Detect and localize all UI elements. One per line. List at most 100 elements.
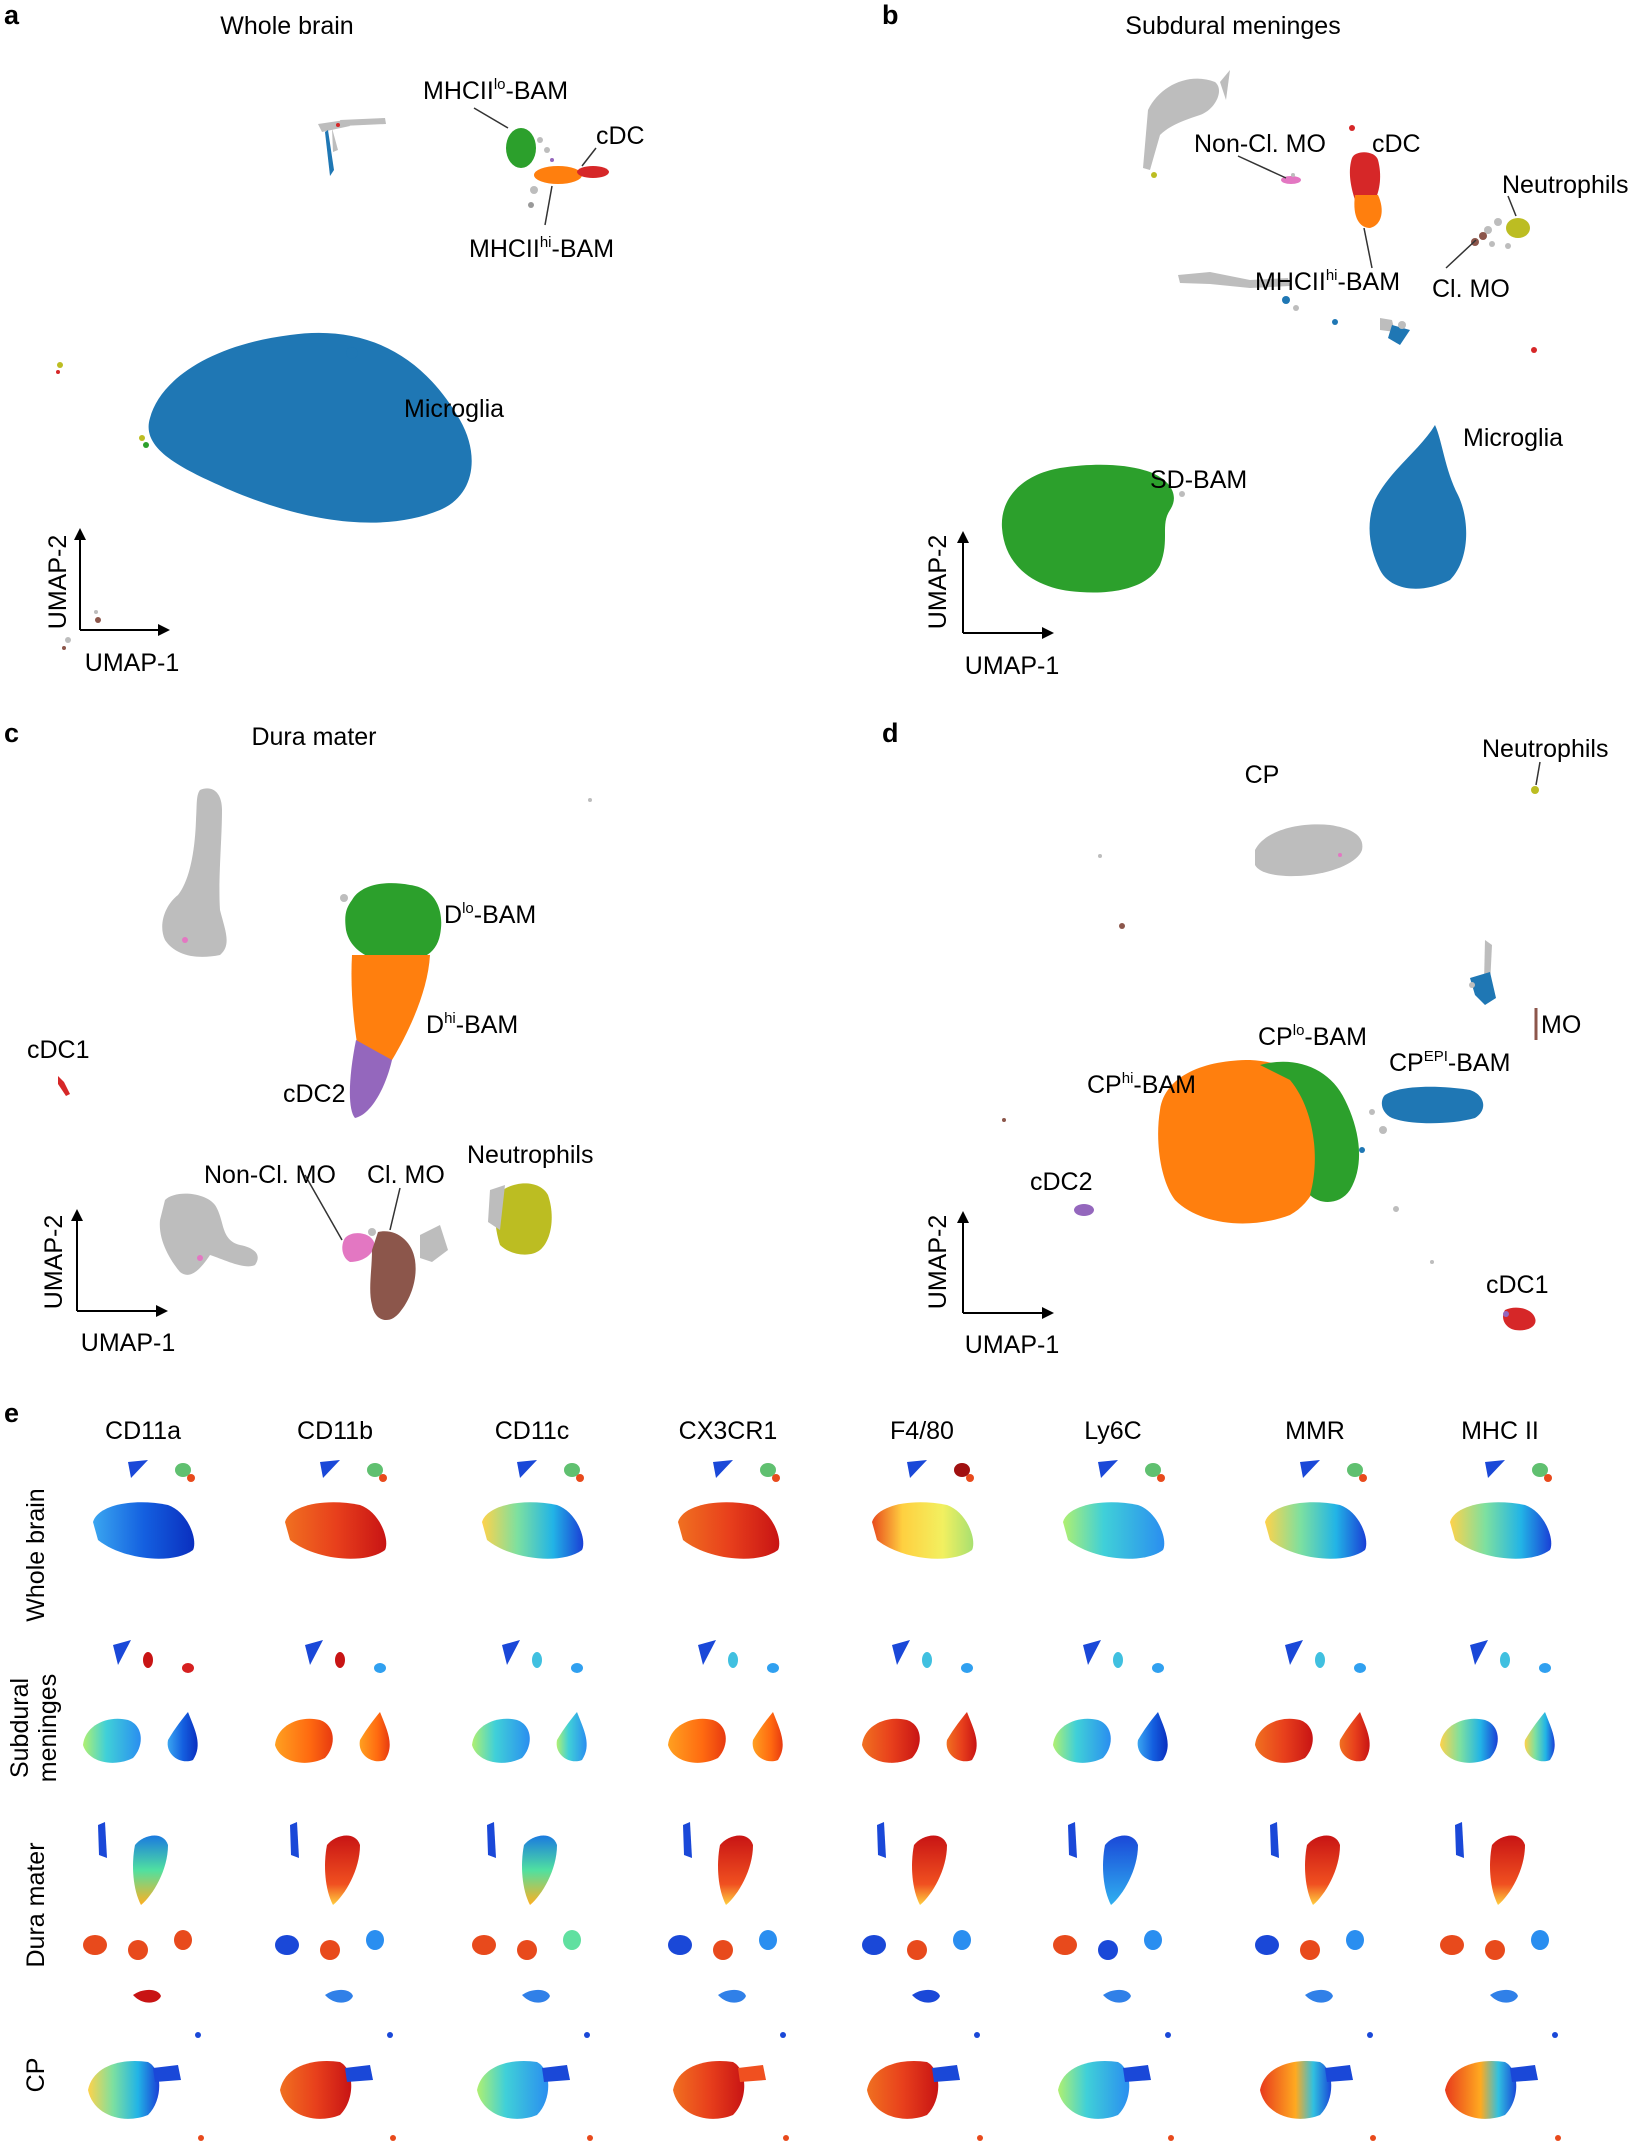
- row-label: Whole brain: [22, 1488, 50, 1621]
- umap-axes-c: UMAP-2 UMAP-1: [40, 1209, 175, 1357]
- cluster-cdc-a: [577, 166, 609, 178]
- marker-thumbnail: [1440, 1822, 1549, 1960]
- label-cplo-bam-d: CPlo-BAM: [1258, 1022, 1367, 1051]
- cluster-mhclo-bam-a: [506, 128, 536, 168]
- marker-thumbnail: [862, 1640, 977, 1763]
- cluster-clmo-b: [1471, 232, 1511, 249]
- axis-x-label-c: UMAP-1: [81, 1329, 175, 1357]
- label-mhchi-bam-a: MHCIIhi-BAM: [469, 234, 614, 263]
- marker-thumbnail: [93, 1460, 195, 1559]
- cluster-cplo-bam-d: [1260, 1061, 1387, 1202]
- marker-thumbnail: [477, 1989, 593, 2141]
- axis-y-label-a: UMAP-2: [44, 535, 72, 629]
- cluster-cphi-bam-d: [1158, 1060, 1327, 1224]
- marker-thumbnail: [1058, 1989, 1174, 2141]
- marker-header: F4/80: [890, 1417, 954, 1445]
- marker-thumbnail: [668, 1640, 783, 1763]
- cluster-clmo-c: [368, 1225, 448, 1321]
- cluster-grey-bottom-left-c: [159, 1193, 258, 1275]
- marker-header: CD11b: [297, 1417, 373, 1445]
- axis-x-label-d: UMAP-1: [965, 1331, 1059, 1359]
- label-mhchi-bam-b: MHCIIhi-BAM: [1255, 267, 1400, 296]
- marker-thumbnail: [1260, 1989, 1376, 2141]
- label-mhclo-bam-a: MHCIIlo-BAM: [423, 76, 568, 105]
- label-clmo-c: Cl. MO: [367, 1161, 445, 1189]
- panel-b-title: Subdural meninges: [1125, 12, 1340, 40]
- marker-thumbnail: [482, 1460, 584, 1559]
- marker-thumbnail: [1445, 1989, 1561, 2141]
- panel-a-title: Whole brain: [220, 12, 353, 40]
- marker-thumbnail: [1053, 1640, 1168, 1763]
- cluster-dhi-bam-c: [351, 955, 430, 1060]
- axis-y-label-b: UMAP-2: [924, 535, 952, 629]
- marker-thumbnail: [1063, 1460, 1165, 1559]
- label-cdc2-d: cDC2: [1030, 1168, 1093, 1196]
- cluster-mhchi-bam-a: [534, 166, 582, 184]
- label-microglia-a: Microglia: [404, 395, 504, 423]
- cluster-cpepi-bam-d: [1381, 1086, 1484, 1124]
- marker-thumbnail: [1450, 1460, 1552, 1559]
- umap-axes-a: UMAP-2 UMAP-1: [44, 528, 179, 677]
- marker-thumbnail: [275, 1822, 384, 1960]
- marker-thumbnail: [280, 1989, 396, 2141]
- panel-a: a Whole brain: [4, 0, 645, 677]
- label-dlo-bam-c: Dlo-BAM: [444, 900, 536, 929]
- marker-thumbnail: [673, 1989, 789, 2141]
- marker-thumbnail: [1053, 1822, 1162, 1960]
- row-label: CP: [22, 2058, 50, 2093]
- cluster-grey-mid-b: [1178, 173, 1537, 353]
- panel-e-letter: e: [4, 1398, 19, 1428]
- panel-b-letter: b: [882, 0, 899, 30]
- label-neutrophils-d: Neutrophils: [1482, 735, 1608, 763]
- panel-d-letter: d: [882, 718, 899, 748]
- marker-thumbnail: [872, 1460, 974, 1559]
- cluster-cdc1-d: [1002, 1118, 1536, 1331]
- cluster-grey-small-a: [318, 118, 386, 176]
- cluster-neutrophils-b: [1484, 218, 1530, 238]
- cluster-grey-near-bam-a: [528, 137, 554, 208]
- label-cphi-bam-d: CPhi-BAM: [1087, 1070, 1196, 1099]
- marker-header: MHC II: [1461, 1417, 1539, 1445]
- label-cdc1-c: cDC1: [27, 1036, 90, 1064]
- marker-header: MMR: [1285, 1417, 1345, 1445]
- label-neutrophils-b: Neutrophils: [1502, 171, 1628, 199]
- axis-y-label-d: UMAP-2: [924, 1215, 952, 1309]
- panel-e: e CD11a CD11b CD11c CX3CR1 F4/80 Ly6C MMR MHC I…: [4, 1398, 1561, 2141]
- marker-thumbnail: [285, 1460, 387, 1559]
- label-cdc-a: cDC: [596, 122, 645, 150]
- marker-heatmap-grid: [83, 1460, 1561, 2141]
- marker-thumbnail: [1255, 1822, 1364, 1960]
- cluster-dlo-bam-c: [340, 883, 442, 962]
- marker-thumbnail: [88, 1989, 204, 2141]
- axis-y-label-c: UMAP-2: [40, 1215, 68, 1309]
- row-label: Subduralmeninges: [6, 1674, 62, 1782]
- marker-header: Ly6C: [1084, 1417, 1141, 1445]
- umap-axes-d: UMAP-2 UMAP-1: [924, 1211, 1059, 1359]
- marker-thumbnail: [83, 1640, 198, 1763]
- label-dhi-bam-c: Dhi-BAM: [426, 1010, 518, 1039]
- marker-thumbnail: [1265, 1460, 1367, 1559]
- marker-thumbnail: [83, 1822, 192, 1960]
- marker-header: CD11c: [495, 1417, 570, 1445]
- label-sd-bam-b: SD-BAM: [1150, 466, 1247, 494]
- cluster-noncl-mo-c: [342, 1233, 375, 1262]
- marker-thumbnail: [275, 1640, 390, 1763]
- label-cdc2-c: cDC2: [283, 1080, 346, 1108]
- marker-thumbnail: [867, 1989, 983, 2141]
- row-label: Dura mater: [22, 1842, 50, 1967]
- label-cdc1-d: cDC1: [1486, 1271, 1549, 1299]
- marker-thumbnail: [472, 1640, 587, 1763]
- cluster-mhchi-bam-b: [1354, 195, 1382, 228]
- panel-a-letter: a: [4, 0, 20, 30]
- label-mo-d: MO: [1541, 1011, 1581, 1039]
- label-noncl-mo-c: Non-Cl. MO: [204, 1161, 336, 1189]
- panel-c: c Dura mater: [4, 718, 593, 1357]
- label-cpepi-bam-d: CPEPI-BAM: [1389, 1048, 1510, 1077]
- cluster-cdc2-c: [349, 1040, 392, 1118]
- marker-thumbnail: [1440, 1640, 1555, 1763]
- cluster-cdc1-c: [58, 1076, 70, 1096]
- marker-thumbnail: [1255, 1640, 1370, 1763]
- umap-axes-b: UMAP-2 UMAP-1: [924, 531, 1059, 680]
- cluster-sd-bam-b: [1001, 464, 1185, 593]
- panel-c-title: Dura mater: [251, 723, 376, 751]
